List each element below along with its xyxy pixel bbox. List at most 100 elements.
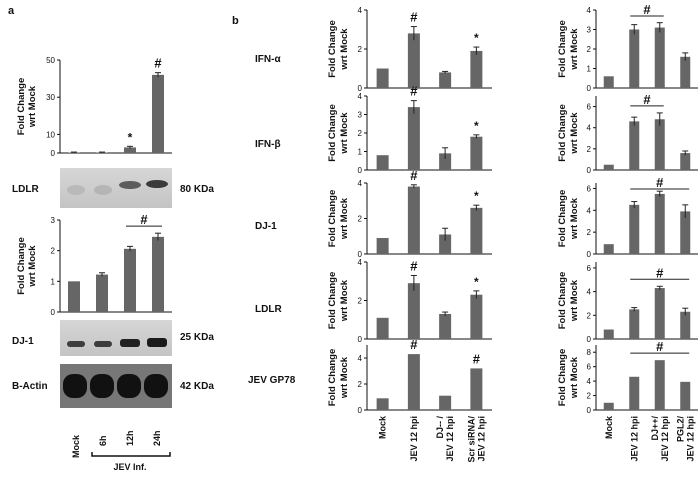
- y-tick-label: 50: [46, 56, 55, 65]
- bar: [654, 360, 665, 410]
- y-tick-label: 4: [358, 92, 363, 101]
- bar: [629, 29, 640, 88]
- panel-label-a: a: [8, 5, 15, 17]
- y-tick-label: 2: [587, 311, 592, 320]
- actin-band-6h: [90, 374, 114, 398]
- y-tick-label: 2: [587, 145, 592, 154]
- a-xlabel-12h: 12h: [125, 430, 135, 446]
- y-tick-label: 0: [587, 84, 592, 93]
- bar: [124, 147, 136, 153]
- bar: [629, 376, 640, 410]
- y-axis-label-line1: Fold Change: [16, 237, 27, 295]
- bar: [376, 68, 389, 88]
- y-axis-label-line2: wrt Mock: [569, 356, 580, 399]
- y-axis-label-line2: wrt Mock: [569, 279, 580, 322]
- significance-mark: #: [656, 175, 664, 190]
- y-tick-label: 2: [587, 392, 592, 401]
- y-tick-label: 4: [587, 288, 592, 297]
- bar: [96, 274, 108, 312]
- bar: [439, 313, 452, 339]
- row-label-jev-gp78: JEV GP78: [248, 375, 296, 386]
- significance-mark: #: [473, 351, 481, 366]
- actin-band-mock: [63, 374, 87, 398]
- bar: [603, 76, 614, 88]
- y-axis-label-line2: wrt Mock: [339, 112, 350, 155]
- bar: [68, 281, 80, 312]
- y-tick-label: 6: [587, 264, 592, 273]
- bar: [680, 56, 691, 88]
- actin-blot-label: B-Actin: [12, 381, 48, 392]
- bar: [680, 311, 691, 339]
- significance-mark: #: [154, 56, 162, 71]
- bar: [603, 402, 614, 410]
- y-axis-label-line1: Fold Change: [327, 190, 338, 248]
- bar: [629, 309, 640, 339]
- significance-mark: *: [128, 130, 133, 144]
- y-tick-label: 2: [587, 45, 592, 54]
- y-tick-label: 0: [587, 166, 592, 175]
- dj1-band-24h: [147, 338, 167, 347]
- y-tick-label: 1: [587, 65, 592, 74]
- y-tick-label: 6: [587, 103, 592, 112]
- y-tick-label: 30: [46, 93, 55, 102]
- bar: [439, 72, 452, 88]
- y-tick-label: 4: [587, 206, 592, 215]
- y-tick-label: 0: [587, 406, 592, 415]
- bar: [680, 153, 691, 170]
- bar: [654, 193, 665, 254]
- ldlr-band-6h: [94, 185, 112, 195]
- bar: [470, 294, 483, 339]
- bar: [470, 136, 483, 170]
- y-tick-label: 2: [51, 247, 56, 256]
- dj1-blot-label: DJ-1: [12, 336, 34, 347]
- bar: [629, 121, 640, 170]
- y-axis-label-line2: wrt Mock: [339, 356, 350, 399]
- chart-c_ifnb: 0 2 4 6 Fold Change wrt Mock #: [557, 92, 698, 175]
- significance-mark: *: [474, 189, 479, 203]
- significance-mark: *: [474, 31, 479, 45]
- actin-band-24h: [144, 374, 168, 398]
- row-label-dj1: DJ-1: [255, 221, 277, 232]
- bar: [680, 381, 691, 410]
- y-tick-label: 4: [358, 258, 363, 267]
- y-tick-label: 2: [358, 215, 363, 224]
- b-right-xlabel: DJ++/: [650, 416, 660, 441]
- significance-mark: #: [656, 339, 664, 354]
- y-tick-label: 4: [587, 377, 592, 386]
- chart-c_dj1: 0 2 4 6 Fold Change wrt Mock #: [557, 175, 698, 259]
- significance-mark: #: [410, 168, 418, 183]
- y-axis-label-line1: Fold Change: [557, 20, 568, 78]
- dj1-band-mock: [67, 341, 85, 347]
- y-axis-label-line1: Fold Change: [557, 272, 568, 330]
- bar: [654, 27, 665, 88]
- b-mid-xlabel: JEV 12 hpi: [409, 416, 419, 462]
- y-tick-label: 0: [358, 84, 363, 93]
- bar: [407, 186, 420, 254]
- significance-mark: *: [474, 275, 479, 289]
- significance-mark: *: [474, 119, 479, 133]
- bar: [654, 119, 665, 170]
- y-axis-label-line2: wrt Mock: [339, 197, 350, 240]
- ldlr-blot-label: LDLR: [12, 184, 39, 195]
- y-tick-label: 2: [587, 228, 592, 237]
- y-axis-label-line1: Fold Change: [327, 349, 338, 407]
- bar: [376, 238, 389, 254]
- bar: [439, 234, 452, 254]
- y-axis-label-line2: wrt Mock: [339, 28, 350, 71]
- a-xlabel-mock: Mock: [71, 434, 81, 458]
- bar: [407, 33, 420, 88]
- y-axis-label-line2: wrt Mock: [569, 197, 580, 240]
- bar: [470, 50, 483, 88]
- bar: [376, 317, 389, 339]
- b-mid-xlabel: DJ-- /: [435, 416, 445, 439]
- y-tick-label: 0: [358, 250, 363, 259]
- significance-mark: #: [410, 84, 418, 99]
- bar: [470, 207, 483, 254]
- b-mid-xlabel: Mock: [378, 415, 388, 439]
- y-axis-label-line1: Fold Change: [557, 190, 568, 248]
- y-tick-label: 3: [358, 111, 363, 120]
- chart-b_ifna: 0 2 4 Fold Change wrt Mock # *: [327, 6, 492, 93]
- dj1-blot-size: 25 KDa: [180, 332, 214, 343]
- significance-mark: #: [140, 212, 148, 227]
